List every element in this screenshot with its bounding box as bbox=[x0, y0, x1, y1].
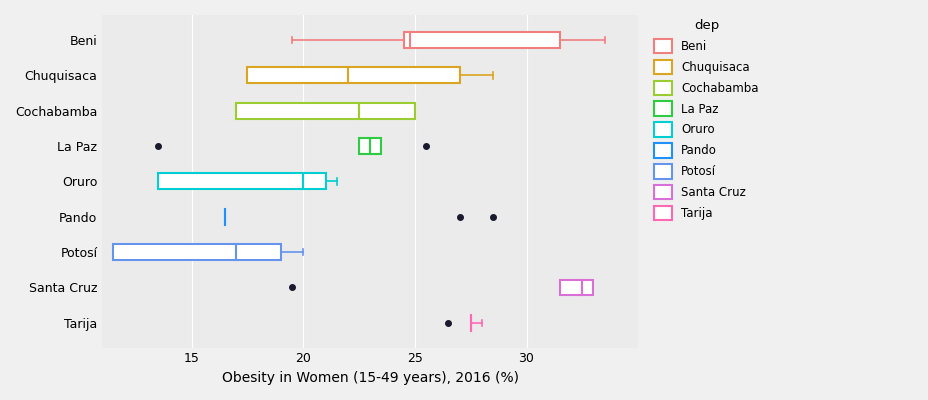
X-axis label: Obesity in Women (15-49 years), 2016 (%): Obesity in Women (15-49 years), 2016 (%) bbox=[222, 371, 518, 385]
Bar bbox=[247, 68, 459, 83]
Bar bbox=[358, 138, 381, 154]
Bar bbox=[560, 280, 593, 296]
Bar bbox=[158, 174, 325, 189]
Bar bbox=[236, 103, 415, 119]
Bar bbox=[404, 32, 560, 48]
Legend: Beni, Chuquisaca, Cochabamba, La Paz, Oruro, Pando, Potosí, Santa Cruz, Tarija: Beni, Chuquisaca, Cochabamba, La Paz, Or… bbox=[649, 14, 763, 225]
Bar bbox=[113, 244, 280, 260]
